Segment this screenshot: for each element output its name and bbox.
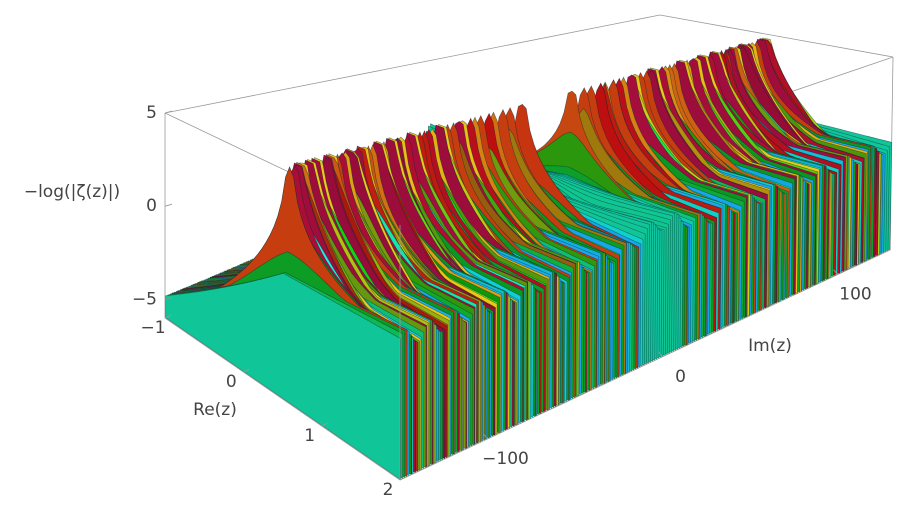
surface xyxy=(165,37,893,481)
y-axis-label: Im(z) xyxy=(748,336,792,356)
z-tick xyxy=(164,203,173,207)
x-tick xyxy=(164,314,172,319)
z-axis-label: −log(|ζ(z)|) xyxy=(24,182,120,202)
x-tick-label: 2 xyxy=(383,480,394,500)
box-edge xyxy=(164,317,401,481)
y-tick xyxy=(658,351,663,358)
x-tick-label: 0 xyxy=(226,372,237,392)
surface-slice xyxy=(165,272,402,481)
z-tick-label: 5 xyxy=(146,103,157,123)
x-tick xyxy=(399,476,407,481)
box-edge xyxy=(399,249,891,481)
x-tick xyxy=(243,368,250,373)
y-tick xyxy=(483,433,488,440)
x-axis-label: Re(z) xyxy=(193,400,237,420)
y-tick-label: −100 xyxy=(482,449,529,469)
z-tick-label: 0 xyxy=(146,196,157,216)
y-tick xyxy=(833,269,838,275)
x-tick-label: −1 xyxy=(140,318,165,338)
z-tick xyxy=(164,110,173,114)
x-tick-label: 1 xyxy=(304,426,315,446)
y-tick-label: 0 xyxy=(675,367,686,387)
x-tick xyxy=(321,422,328,427)
z-tick-label: −5 xyxy=(132,289,157,309)
box-edge xyxy=(659,14,894,58)
y-tick-label: 100 xyxy=(839,285,871,305)
z-tick xyxy=(164,296,173,300)
box-front: −5 0 5 −1 0 1 2 −100 0 100 xyxy=(132,103,891,500)
box-edge xyxy=(164,14,661,114)
